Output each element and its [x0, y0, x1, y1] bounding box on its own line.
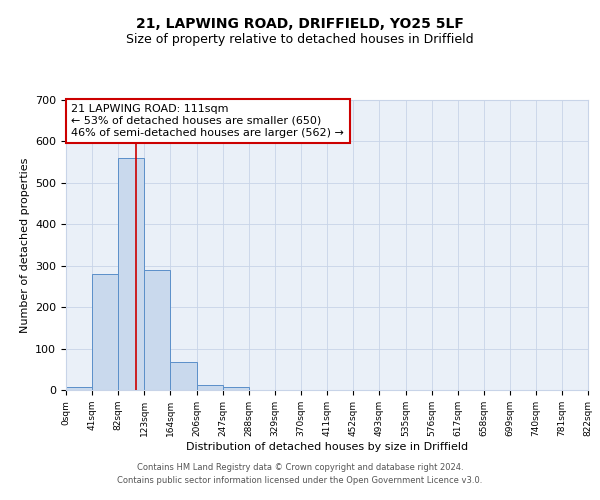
Bar	[197, 384, 223, 390]
Bar	[66, 387, 92, 390]
Text: 21, LAPWING ROAD, DRIFFIELD, YO25 5LF: 21, LAPWING ROAD, DRIFFIELD, YO25 5LF	[136, 18, 464, 32]
Bar	[144, 270, 170, 390]
Bar	[223, 386, 249, 390]
Text: 21 LAPWING ROAD: 111sqm
← 53% of detached houses are smaller (650)
46% of semi-d: 21 LAPWING ROAD: 111sqm ← 53% of detache…	[71, 104, 344, 138]
Bar	[118, 158, 144, 390]
Text: Contains HM Land Registry data © Crown copyright and database right 2024.: Contains HM Land Registry data © Crown c…	[137, 464, 463, 472]
Text: Size of property relative to detached houses in Driffield: Size of property relative to detached ho…	[126, 32, 474, 46]
X-axis label: Distribution of detached houses by size in Driffield: Distribution of detached houses by size …	[186, 442, 468, 452]
Bar	[170, 362, 197, 390]
Y-axis label: Number of detached properties: Number of detached properties	[20, 158, 29, 332]
Bar	[92, 274, 118, 390]
Text: Contains public sector information licensed under the Open Government Licence v3: Contains public sector information licen…	[118, 476, 482, 485]
